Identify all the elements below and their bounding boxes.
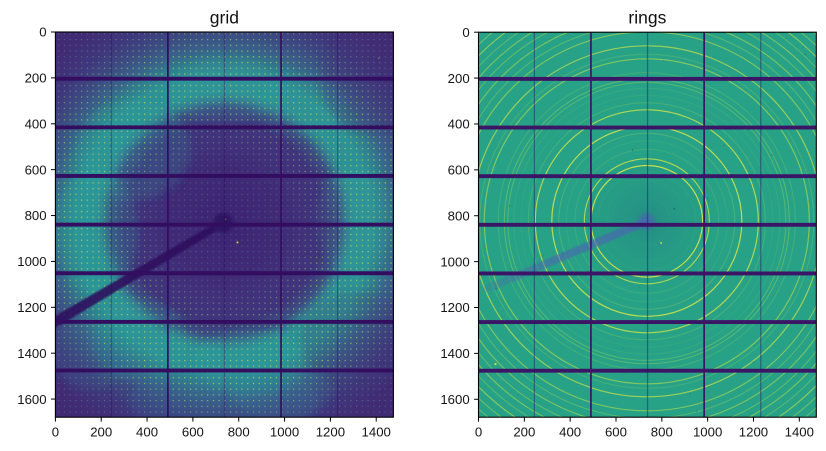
svg-text:1400: 1400	[17, 346, 46, 361]
svg-text:600: 600	[605, 425, 627, 440]
svg-text:400: 400	[25, 116, 47, 131]
svg-text:1400: 1400	[362, 425, 391, 440]
svg-text:1200: 1200	[739, 425, 768, 440]
svg-text:600: 600	[182, 425, 204, 440]
svg-text:1000: 1000	[440, 254, 469, 269]
svg-text:1400: 1400	[440, 346, 469, 361]
svg-text:600: 600	[448, 163, 470, 178]
svg-text:1600: 1600	[440, 392, 469, 407]
svg-text:400: 400	[559, 425, 581, 440]
svg-text:800: 800	[448, 208, 470, 223]
svg-text:0: 0	[52, 425, 59, 440]
svg-text:1200: 1200	[17, 300, 46, 315]
svg-text:800: 800	[651, 425, 673, 440]
svg-text:rings: rings	[628, 7, 666, 27]
svg-text:200: 200	[513, 425, 535, 440]
svg-text:0: 0	[39, 25, 46, 40]
svg-text:1200: 1200	[440, 300, 469, 315]
svg-text:800: 800	[25, 208, 47, 223]
svg-text:200: 200	[25, 71, 47, 86]
svg-text:1000: 1000	[270, 425, 299, 440]
svg-text:200: 200	[90, 425, 112, 440]
svg-text:0: 0	[475, 425, 482, 440]
svg-text:200: 200	[448, 71, 470, 86]
svg-text:1000: 1000	[17, 254, 46, 269]
svg-text:1400: 1400	[785, 425, 814, 440]
svg-text:400: 400	[448, 117, 470, 132]
svg-text:400: 400	[136, 425, 158, 440]
svg-text:1000: 1000	[693, 425, 722, 440]
svg-text:grid: grid	[210, 7, 239, 27]
svg-text:1600: 1600	[17, 392, 46, 407]
svg-text:600: 600	[25, 162, 47, 177]
svg-text:1200: 1200	[316, 425, 345, 440]
svg-text:800: 800	[228, 425, 250, 440]
svg-text:0: 0	[462, 25, 469, 40]
